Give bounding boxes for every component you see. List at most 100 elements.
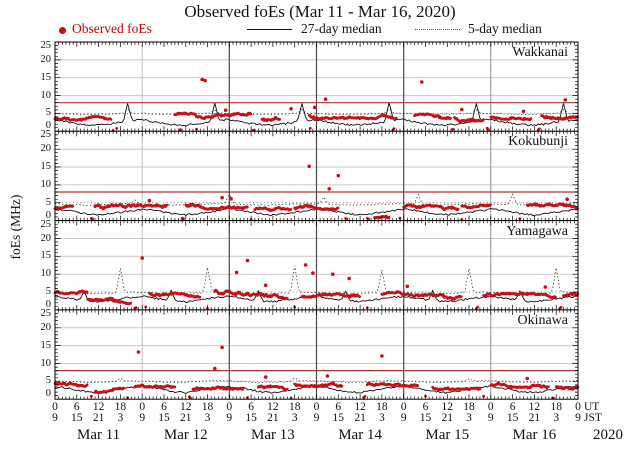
day-label-3: Mar 13 — [251, 427, 295, 443]
xtick-ut-16: 0 — [400, 401, 407, 413]
observed-dots-okinawa — [53, 345, 580, 400]
xtick-jst-16: 9 — [400, 412, 407, 424]
jst-timezone-label: JST — [584, 412, 602, 424]
ytick-label-wakkanai-10: 10 — [40, 89, 52, 101]
xtick-jst-22: 21 — [528, 412, 541, 424]
xtick-jst-13: 15 — [332, 412, 345, 424]
xtick-jst-23: 3 — [553, 412, 560, 424]
xtick-jst-24: 9 — [575, 412, 581, 424]
xtick-jst-10: 21 — [267, 412, 279, 424]
xtick-ut-6: 12 — [180, 401, 192, 413]
xtick-jst-7: 3 — [204, 412, 211, 424]
ytick-label-wakkanai-15: 15 — [40, 71, 52, 83]
xtick-ut-10: 12 — [267, 401, 279, 413]
panel-kokubunji — [53, 130, 579, 222]
observed-dots-yamagawa — [53, 256, 580, 311]
xtick-ut-0: 0 — [52, 401, 58, 413]
ytick-label-yamagawa-20: 20 — [40, 232, 52, 244]
axis-ticks-okinawa — [55, 310, 578, 399]
station-label-wakkanai: Wakkanai — [512, 45, 568, 60]
xtick-jst-17: 15 — [419, 412, 432, 424]
xtick-jst-4: 9 — [139, 412, 146, 424]
median5-line-okinawa — [54, 377, 579, 384]
station-label-kokubunji: Kokubunji — [508, 134, 568, 150]
xtick-jst-12: 9 — [313, 412, 320, 424]
ytick-label-okinawa-10: 10 — [40, 357, 52, 369]
ytick-label-kokubunji-0: 0 — [45, 209, 51, 221]
ytick-label-kokubunji-10: 10 — [40, 178, 52, 190]
panel-border-okinawa — [54, 309, 579, 400]
xtick-ut-23: 18 — [550, 401, 562, 413]
xtick-jst-5: 15 — [158, 412, 170, 424]
xtick-jst-2: 21 — [92, 412, 105, 424]
ytick-label-okinawa-20: 20 — [40, 321, 52, 333]
xtick-ut-2: 12 — [92, 401, 105, 413]
xtick-jst-3: 3 — [117, 412, 124, 424]
xtick-jst-11: 3 — [291, 412, 298, 424]
day-label-1: Mar 11 — [77, 427, 121, 443]
panel-yamagawa — [53, 220, 580, 311]
solid-line-icon — [247, 29, 292, 30]
xtick-jst-14: 21 — [354, 412, 366, 424]
station-label-yamagawa: Yamagawa — [506, 223, 568, 239]
xtick-jst-6: 21 — [180, 412, 192, 424]
day-label-2: Mar 12 — [163, 427, 208, 443]
ut-timezone-label: UT — [584, 401, 600, 413]
legend-median5-label: 5-day median — [468, 21, 542, 36]
axis-ticks-kokubunji — [55, 131, 578, 221]
xtick-jst-19: 3 — [466, 412, 472, 424]
ytick-label-okinawa-25: 25 — [40, 307, 52, 319]
xtick-jst-15: 3 — [379, 412, 385, 424]
ytick-label-yamagawa-25: 25 — [40, 218, 52, 230]
xtick-ut-12: 0 — [313, 401, 320, 413]
xtick-ut-15: 18 — [376, 401, 388, 413]
xtick-ut-3: 18 — [114, 401, 127, 413]
ytick-label-yamagawa-0: 0 — [45, 298, 51, 310]
xtick-jst-18: 21 — [441, 412, 454, 424]
xtick-ut-18: 12 — [441, 401, 454, 413]
ytick-label-wakkanai-25: 25 — [40, 40, 52, 51]
ytick-label-yamagawa-10: 10 — [40, 268, 52, 280]
xtick-ut-19: 18 — [463, 401, 475, 413]
panel-wakkanai — [53, 41, 579, 133]
ytick-label-wakkanai-5: 5 — [45, 107, 51, 119]
median5-line-wakkanai — [54, 108, 579, 116]
day-label-4: Mar 14 — [338, 427, 382, 443]
ytick-label-okinawa-0: 0 — [45, 388, 51, 400]
xtick-jst-9: 15 — [245, 412, 257, 424]
ytick-label-wakkanai-0: 0 — [45, 120, 51, 132]
ytick-label-kokubunji-25: 25 — [40, 129, 52, 141]
legend-median27-label: 27-day median — [301, 21, 382, 36]
ytick-label-kokubunji-15: 15 — [40, 161, 52, 172]
xtick-ut-1: 6 — [73, 401, 80, 413]
axis-ticks-yamagawa — [55, 221, 578, 310]
xtick-ut-17: 6 — [422, 401, 429, 413]
xtick-ut-5: 6 — [161, 401, 167, 413]
observed-dots-kokubunji — [53, 164, 579, 222]
xtick-ut-24: 0 — [575, 401, 581, 413]
ytick-label-kokubunji-5: 5 — [45, 196, 51, 208]
ytick-label-wakkanai-20: 20 — [40, 53, 52, 65]
xtick-ut-11: 18 — [288, 401, 301, 413]
day-label-6: Mar 16 — [512, 427, 557, 443]
year-label: 2020 — [593, 427, 623, 443]
ytick-label-kokubunji-20: 20 — [40, 143, 52, 155]
xtick-jst-20: 9 — [487, 412, 494, 424]
xtick-ut-22: 12 — [528, 401, 541, 413]
station-label-okinawa: Okinawa — [517, 312, 568, 328]
axis-ticks-wakkanai — [55, 42, 578, 131]
xtick-ut-14: 12 — [354, 401, 366, 413]
legend-observed-label: Observed foEs — [72, 21, 152, 36]
xtick-jst-1: 15 — [71, 412, 83, 424]
xtick-ut-4: 0 — [139, 401, 146, 413]
ytick-label-yamagawa-15: 15 — [40, 250, 52, 262]
xtick-jst-8: 9 — [226, 412, 233, 424]
xtick-ut-9: 6 — [248, 401, 254, 413]
xtick-ut-13: 6 — [335, 401, 342, 413]
chart-title: Observed foEs (Mar 11 - Mar 16, 2020) — [184, 2, 456, 21]
ytick-label-okinawa-5: 5 — [45, 375, 51, 387]
panel-okinawa — [53, 309, 580, 400]
xtick-ut-21: 6 — [509, 401, 516, 413]
ytick-label-yamagawa-5: 5 — [45, 286, 51, 297]
